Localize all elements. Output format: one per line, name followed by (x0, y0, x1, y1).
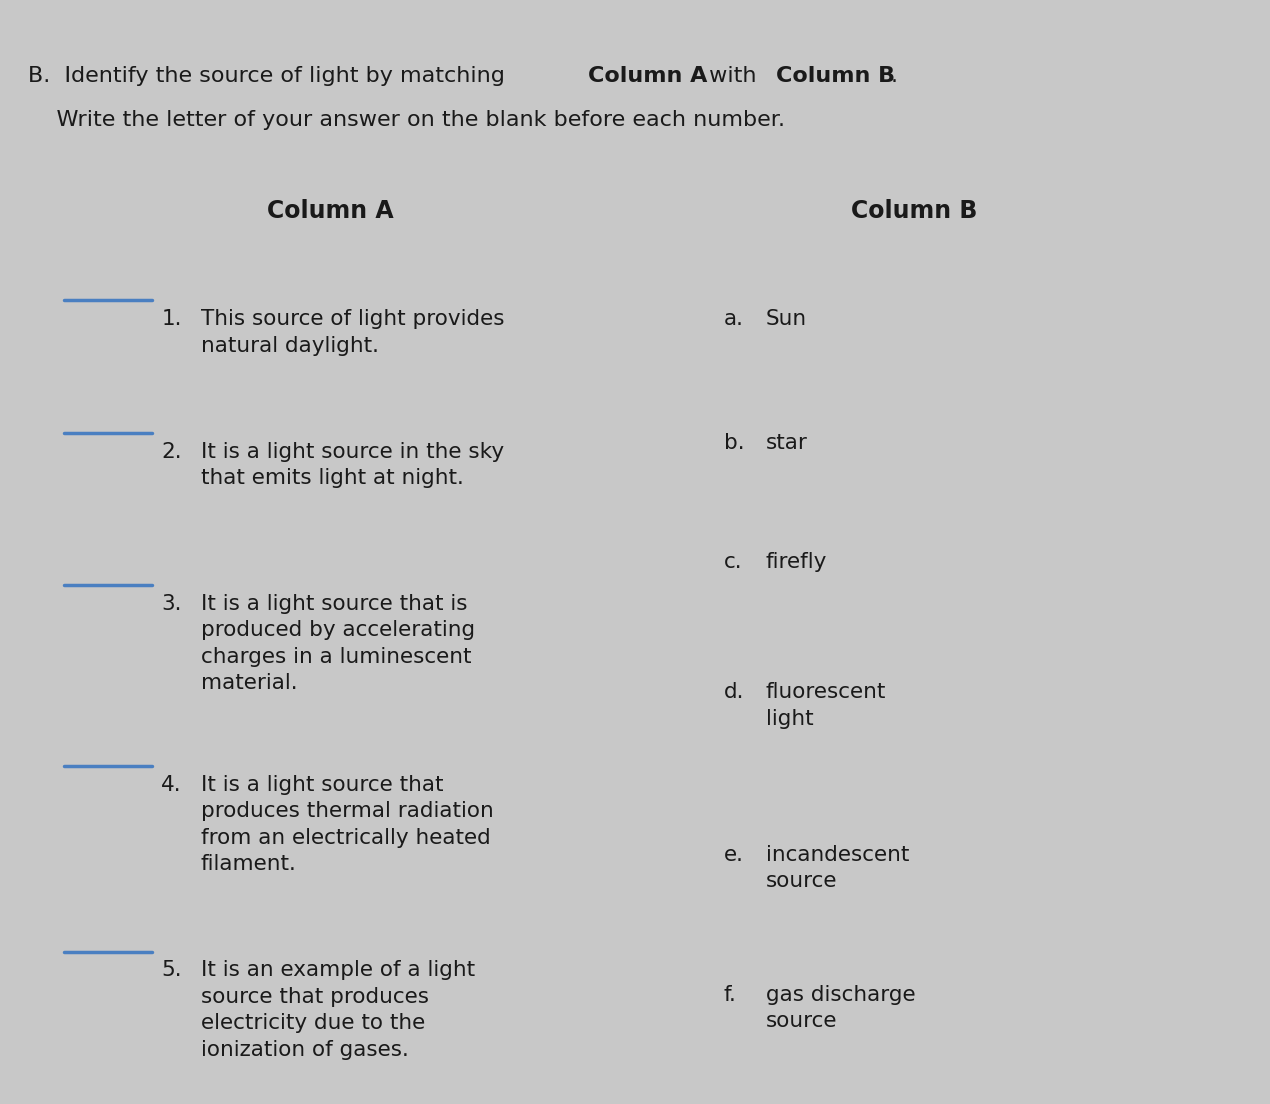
Text: B.  Identify the source of light by matching: B. Identify the source of light by match… (28, 66, 512, 86)
Text: This source of light provides
natural daylight.: This source of light provides natural da… (201, 309, 504, 355)
Text: Column B: Column B (776, 66, 895, 86)
Text: c.: c. (724, 552, 743, 572)
Text: 3.: 3. (161, 594, 182, 614)
Text: 4.: 4. (161, 775, 182, 795)
Text: f.: f. (724, 985, 737, 1005)
Text: Column B: Column B (851, 199, 978, 223)
Text: Write the letter of your answer on the blank before each number.: Write the letter of your answer on the b… (28, 110, 785, 130)
Text: Sun: Sun (766, 309, 806, 329)
Text: incandescent
source: incandescent source (766, 845, 909, 891)
Text: Column A: Column A (267, 199, 394, 223)
Text: gas discharge
source: gas discharge source (766, 985, 916, 1031)
Text: 2.: 2. (161, 442, 182, 461)
Text: fluorescent
light: fluorescent light (766, 682, 886, 729)
Text: firefly: firefly (766, 552, 827, 572)
Text: star: star (766, 433, 808, 453)
Text: It is a light source that is
produced by accelerating
charges in a luminescent
m: It is a light source that is produced by… (201, 594, 475, 693)
Text: e.: e. (724, 845, 744, 864)
Text: d.: d. (724, 682, 744, 702)
Text: It is an example of a light
source that produces
electricity due to the
ionizati: It is an example of a light source that … (201, 960, 475, 1060)
Text: b.: b. (724, 433, 744, 453)
Text: 5.: 5. (161, 960, 182, 980)
Text: .: . (890, 66, 898, 86)
Text: It is a light source in the sky
that emits light at night.: It is a light source in the sky that emi… (201, 442, 504, 488)
Text: It is a light source that
produces thermal radiation
from an electrically heated: It is a light source that produces therm… (201, 775, 494, 874)
Text: with: with (702, 66, 763, 86)
Text: 1.: 1. (161, 309, 182, 329)
Text: a.: a. (724, 309, 744, 329)
Text: Column A: Column A (588, 66, 707, 86)
